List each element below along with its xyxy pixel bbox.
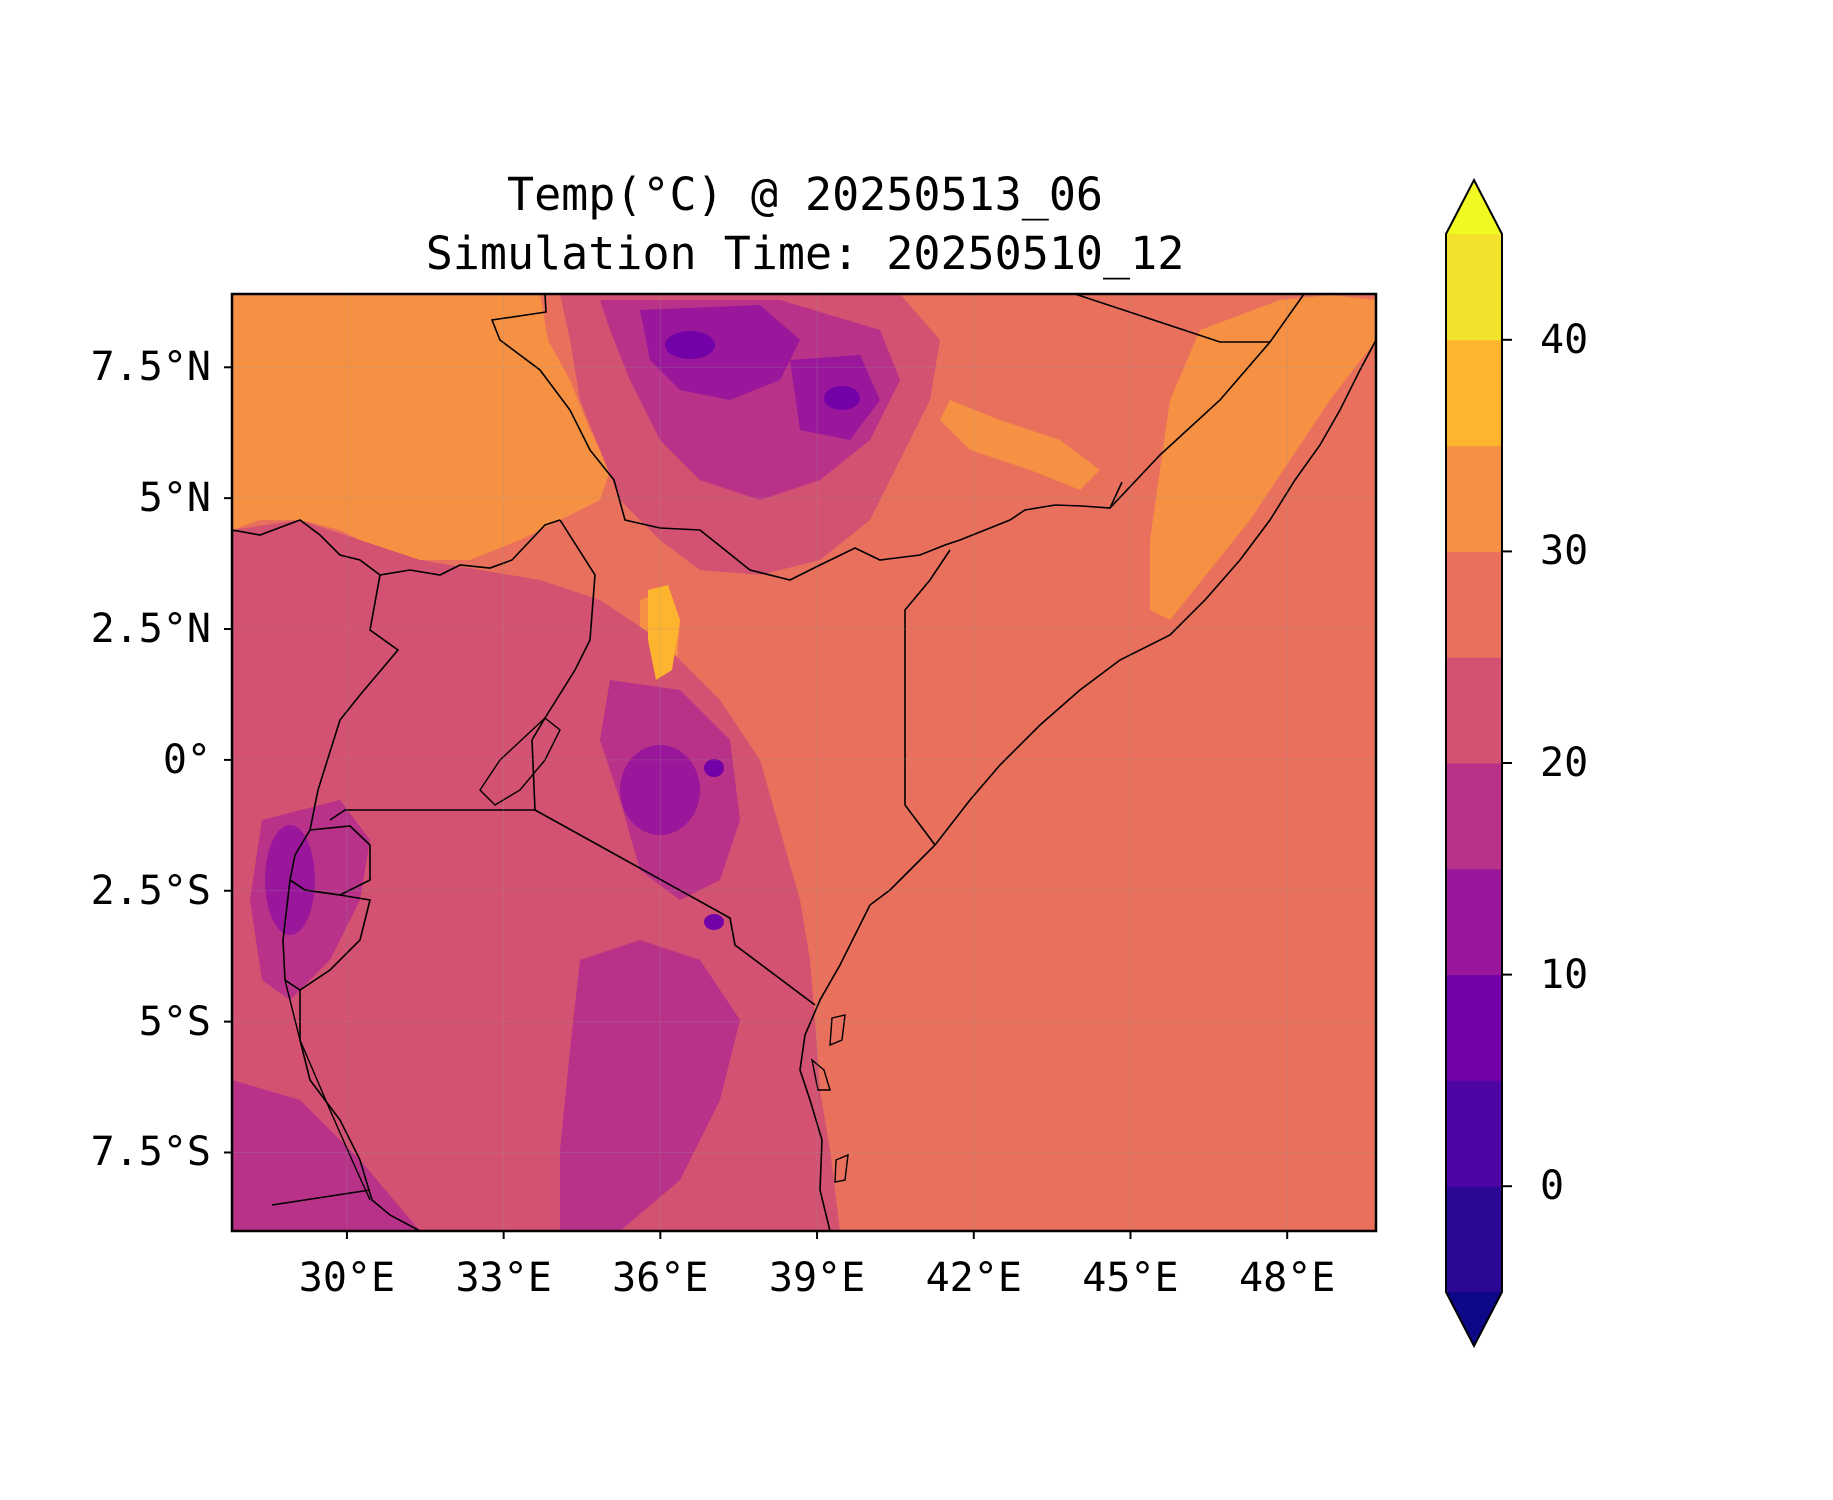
colorbar-segment (1446, 339, 1502, 447)
colorbar-segment (1446, 657, 1502, 764)
x-tick-label: 45°E (1082, 1255, 1179, 1301)
colorbar-under-extension (1446, 1292, 1502, 1346)
colorbar-segment (1446, 445, 1502, 552)
border-kenya-uganda (531, 519, 596, 811)
colorbar-over-extension (1446, 180, 1502, 234)
region-cool-sw (232, 1080, 420, 1231)
x-tick-label: 33°E (455, 1255, 552, 1301)
colorbar (1445, 177, 1512, 1349)
lake-tanganyika (284, 979, 371, 1201)
region-very-cold-bale (824, 386, 860, 410)
y-tick-label: 2.5°S (90, 867, 211, 914)
region-cold-kenya (620, 745, 700, 835)
coastline (799, 339, 1376, 1231)
border-burundi (282, 878, 371, 991)
x-tick-label: 42°E (925, 1255, 1022, 1301)
border-south-sudan-ethiopia (490, 294, 1123, 581)
lake-victoria (479, 717, 561, 806)
x-tick-label: 36°E (612, 1255, 709, 1301)
colorbar-segment (1446, 1186, 1502, 1293)
border-car-drc (232, 519, 381, 576)
x-tick-label: 39°E (768, 1255, 866, 1301)
colorbar-tick-label: 10 (1540, 951, 1589, 998)
border-ethiopia-somalia (1109, 294, 1305, 509)
border-uganda-tanzania (329, 809, 535, 821)
region-warm-ethiopia-lowland (940, 400, 1100, 490)
country-borders (232, 294, 1305, 1231)
border-kenya-tanzania (534, 809, 816, 1006)
region-very-cold-mtkenya (704, 759, 724, 777)
x-tick-label: 48°E (1239, 1255, 1336, 1301)
colorbar-tick-label: 20 (1540, 740, 1589, 786)
region-warm-northwest (232, 294, 610, 560)
colorbar-segment (1446, 551, 1502, 658)
gridlines (232, 294, 1376, 1231)
x-tick-label: 30°E (298, 1255, 396, 1301)
y-ticks (224, 366, 232, 1154)
region-very-cold-kilimanjaro (704, 914, 724, 930)
x-ticks (345, 1231, 1289, 1239)
border-zambia (271, 1189, 371, 1206)
y-tick-label: 7.5°S (90, 1129, 211, 1176)
colorbar-tick-label: 30 (1540, 528, 1589, 575)
region-very-cold-simien (665, 331, 715, 359)
colorbar-segment (1446, 868, 1502, 976)
y-tick-label: 5°N (138, 475, 211, 522)
region-hot-tana (648, 585, 680, 680)
pemba-island (834, 1153, 849, 1183)
border-djibouti (1074, 294, 1270, 343)
colorbar-tick-label: 40 (1540, 316, 1589, 363)
colorbar-segment (1446, 763, 1502, 870)
map-area (232, 294, 1376, 1231)
border-kenya-somalia (904, 549, 951, 846)
border-sudan-uganda (379, 519, 561, 576)
plot-title: Temp(°C) @ 20250513_06 (506, 168, 1104, 221)
colorbar-outline (1445, 177, 1503, 1349)
y-tick-label: 0° (162, 736, 211, 783)
region-warm-somalia (1150, 295, 1376, 620)
region-cool-tanzania (560, 940, 740, 1231)
colorbar-segment (1446, 1080, 1502, 1187)
map-frame (230, 292, 1378, 1233)
region-cold-ethiopia (640, 305, 800, 400)
y-tick-label: 5°S (138, 998, 211, 1045)
border-tanzania-west (299, 990, 421, 1231)
y-tick-label: 2.5°N (90, 606, 211, 653)
border-uganda-drc (309, 574, 400, 831)
colorbar-segment (1446, 234, 1502, 341)
mafia-island (810, 1058, 831, 1091)
zanzibar-island (829, 1014, 846, 1047)
colorbar-segment (1446, 974, 1502, 1081)
y-tick-label: 7.5°N (90, 344, 211, 391)
plot-subtitle: Simulation Time: 20250510_12 (425, 227, 1185, 280)
colorbar-tick-label: 0 (1540, 1163, 1565, 1210)
